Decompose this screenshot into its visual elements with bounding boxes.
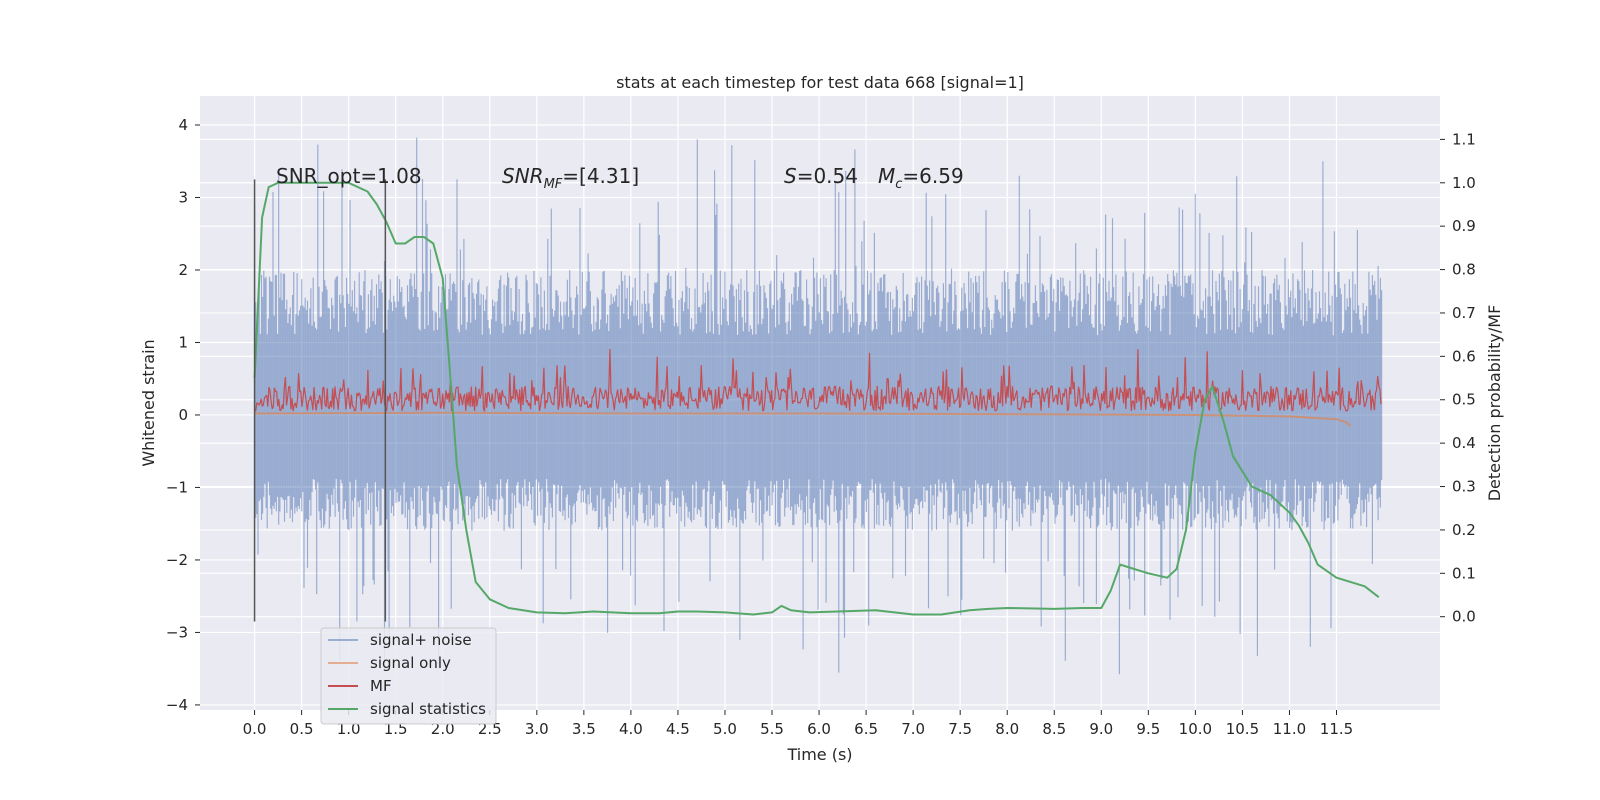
y-tick-label-left: 2 <box>178 261 188 279</box>
annotation-snr-opt: SNR_opt=1.08 <box>276 164 422 188</box>
x-tick-label: 3.5 <box>572 720 596 738</box>
y-tick-label-right: 0.2 <box>1452 521 1476 539</box>
y-tick-label-left: 4 <box>178 116 188 134</box>
legend-label-mf: MF <box>370 677 392 695</box>
x-tick-label: 9.0 <box>1089 720 1113 738</box>
y-tick-label-right: 0.4 <box>1452 434 1476 452</box>
x-tick-label: 8.0 <box>995 720 1019 738</box>
y-tick-label-right: 0.9 <box>1452 217 1476 235</box>
x-tick-label: 9.5 <box>1136 720 1160 738</box>
vertical-markers <box>253 179 387 622</box>
data-layer <box>253 137 1383 675</box>
legend-label-signal-statistics: signal statistics <box>370 700 486 718</box>
chart-title: stats at each timestep for test data 668… <box>616 73 1024 92</box>
y-tick-label-left: −3 <box>166 623 188 641</box>
series-signal-only <box>254 411 1352 427</box>
y-tick-label-left: −4 <box>166 696 188 714</box>
x-tick-label: 10.0 <box>1179 720 1212 738</box>
x-tick-label: 7.0 <box>901 720 925 738</box>
x-tick-label: 4.5 <box>666 720 690 738</box>
x-tick-label: 11.0 <box>1273 720 1306 738</box>
axes: 0.0 0.5 1.0 1.5 2.0 2.5 3.0 3.5 4.0 4.5 5.0 5.5 6.0 6… <box>166 116 1476 738</box>
y-tick-label-left: 1 <box>178 333 188 351</box>
y-axis-label-right: Detection probability/MF <box>1485 305 1504 502</box>
x-tick-label: 3.0 <box>525 720 549 738</box>
y-tick-label-right: 0.1 <box>1452 564 1476 582</box>
x-tick-label: 6.0 <box>807 720 831 738</box>
x-tick-label: 5.0 <box>713 720 737 738</box>
y-tick-label-right: 0.8 <box>1452 261 1476 279</box>
y-tick-label-right: 1.0 <box>1452 174 1476 192</box>
y-tick-label-right: 0.3 <box>1452 478 1476 496</box>
y-tick-label-right: 0.5 <box>1452 391 1476 409</box>
y-axis-label-left: Whitened strain <box>139 339 158 466</box>
annotation-snr-mf: SNRMF=[4.31] <box>502 164 639 192</box>
series-mf <box>254 348 1382 412</box>
y-tick-label-right: 1.1 <box>1452 130 1476 148</box>
legend-label-signal-only: signal only <box>370 654 451 672</box>
x-tick-label: 7.5 <box>948 720 972 738</box>
y-tick-label-right: 0.6 <box>1452 347 1476 365</box>
y-tick-label-left: −1 <box>166 478 188 496</box>
x-tick-label: 8.5 <box>1042 720 1066 738</box>
annotation-s: S=0.54 <box>784 164 858 188</box>
legend-box <box>320 627 497 725</box>
x-tick-label: 5.5 <box>760 720 784 738</box>
y-tick-label-left: 3 <box>178 188 188 206</box>
legend: signal+ noise signal only MF signal stat… <box>320 627 497 725</box>
x-tick-label: 10.5 <box>1226 720 1259 738</box>
y-tick-label-right: 0.0 <box>1452 608 1476 626</box>
series-signal-statistics <box>253 181 1380 616</box>
x-tick-label: 4.0 <box>619 720 643 738</box>
y-tick-label-left: −2 <box>166 551 188 569</box>
x-tick-label: 0.5 <box>290 720 314 738</box>
x-axis-label: Time (s) <box>786 745 852 764</box>
annotations: SNR_opt=1.08 SNRMF=[4.31] S=0.54 Mc=6.59 <box>276 164 964 192</box>
annotation-mc: Mc=6.59 <box>878 164 964 192</box>
y-tick-label-right: 0.7 <box>1452 304 1476 322</box>
y-tick-label-left: 0 <box>178 406 188 424</box>
legend-label-signal-noise: signal+ noise <box>370 631 472 649</box>
x-tick-label: 0.0 <box>243 720 267 738</box>
x-tick-label: 11.5 <box>1320 720 1353 738</box>
x-tick-label: 6.5 <box>854 720 878 738</box>
